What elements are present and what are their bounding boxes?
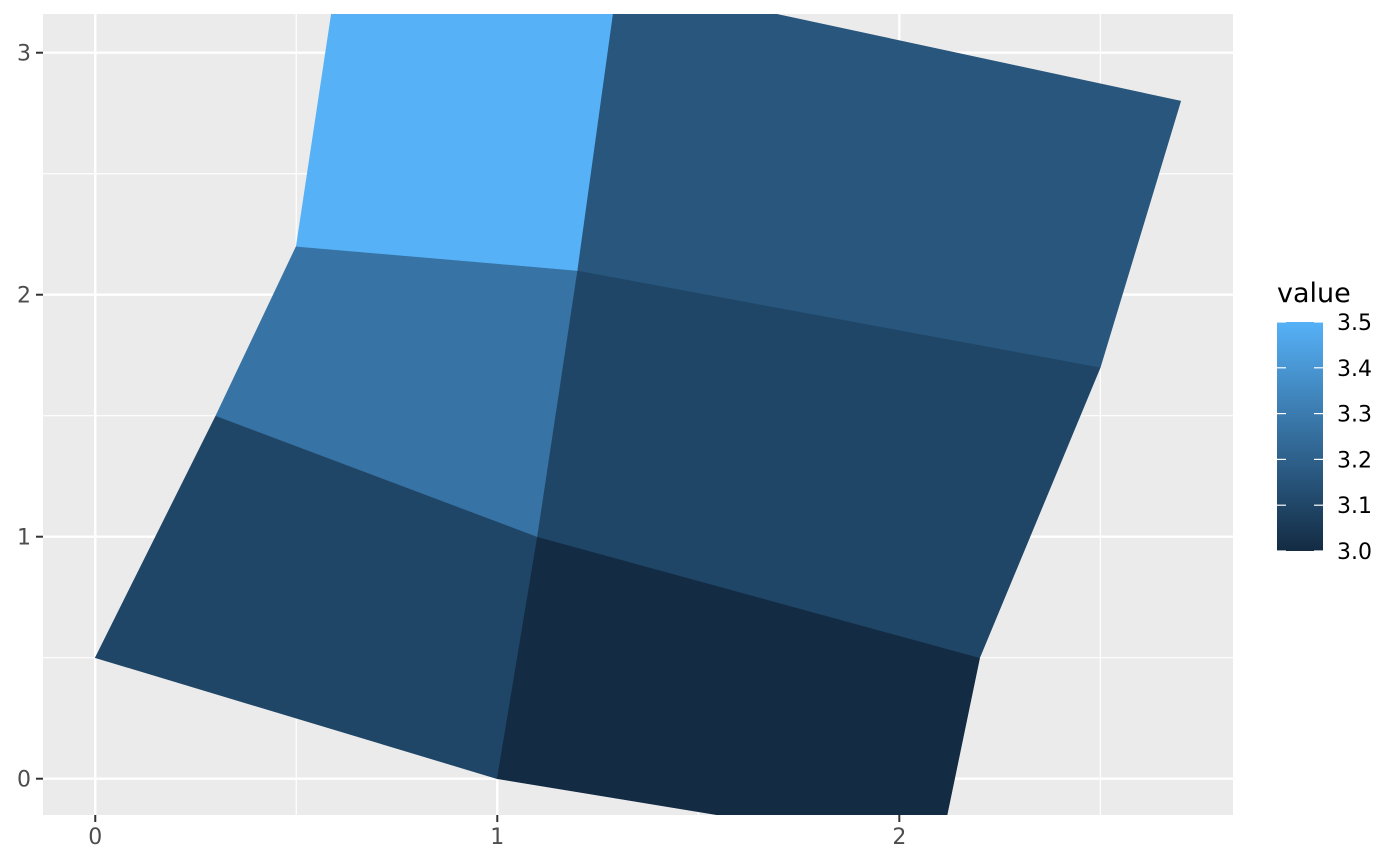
legend-label: 3.3: [1337, 403, 1372, 428]
polygon-6: [577, 14, 1182, 368]
x-tick-label: 1: [490, 825, 504, 850]
legend: value 3.0 3.1 3.2 3.3 3.4 3.5: [1277, 278, 1372, 565]
legend-breaks: 3.0 3.1 3.2 3.3 3.4 3.5: [1277, 311, 1372, 565]
y-tick-label: 3: [17, 42, 31, 67]
x-tick-label: 2: [892, 825, 906, 850]
polygon-5: [295, 14, 614, 271]
colorbar: [1277, 322, 1323, 551]
legend-label: 3.5: [1337, 311, 1372, 336]
polygon-layer: [94, 14, 1182, 815]
y-tick-label: 0: [17, 768, 31, 793]
x-axis: 0 1 2: [88, 815, 906, 850]
legend-label: 3.2: [1337, 448, 1372, 473]
legend-title: value: [1277, 278, 1351, 309]
y-axis: 0 1 2 3: [17, 42, 43, 793]
x-tick-label: 0: [88, 825, 102, 850]
legend-label: 3.1: [1337, 494, 1372, 519]
legend-label: 3.4: [1337, 357, 1372, 382]
legend-label: 3.0: [1337, 540, 1372, 565]
y-tick-label: 2: [17, 284, 31, 309]
y-tick-label: 1: [17, 526, 31, 551]
